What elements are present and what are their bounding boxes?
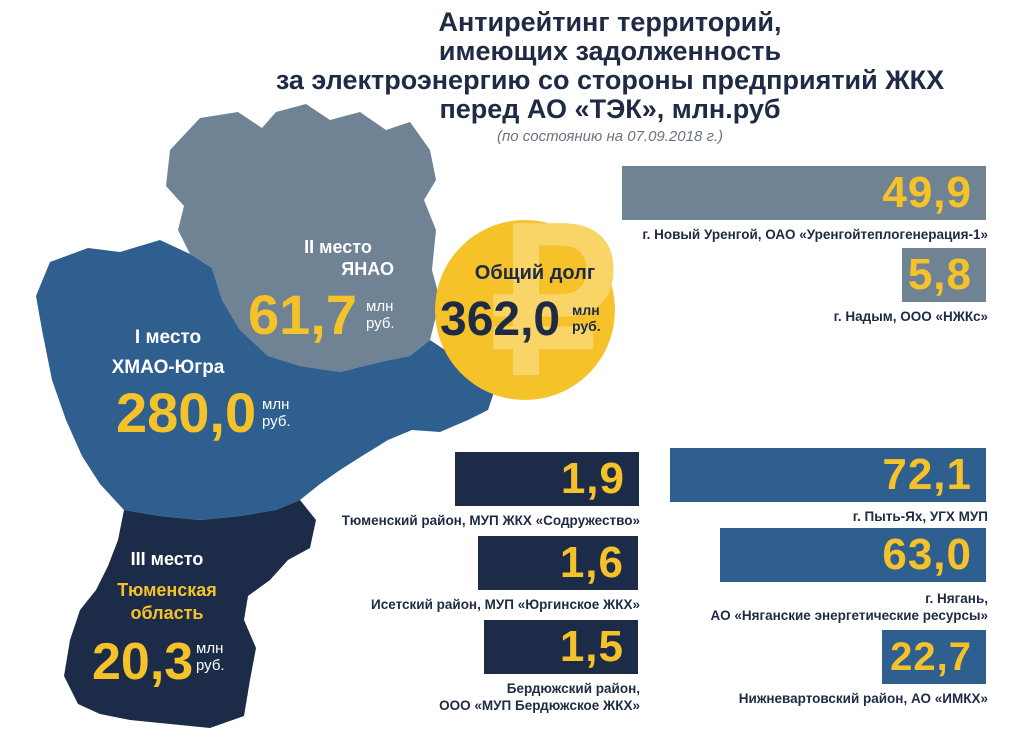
total-debt-label: Общий долг <box>474 262 596 284</box>
yanao-unit: млн руб. <box>366 298 395 332</box>
total-debt-value: 362,0 <box>440 293 561 346</box>
map-region-tyumen <box>64 500 316 728</box>
label-isetsky: Исетский район, МУП «Юргинское ЖКХ» <box>371 597 640 612</box>
chart-subtitle: (по состоянию на 07.09.2018 г.) <box>496 128 724 145</box>
tyumen-unit-1: млн <box>196 640 224 657</box>
yanao-name: ЯНАО <box>341 259 394 279</box>
bar-pyt-yakh: 72,1 <box>670 448 986 502</box>
label-berdyuzhsky: Бердюжский район, ООО «МУП Бердюжское ЖК… <box>320 680 640 714</box>
label-berdyuzhsky-1: Бердюжский район, <box>506 681 640 696</box>
tyumen-name-2: область <box>130 603 204 623</box>
ruble-icon: ₽ <box>490 192 617 415</box>
bar-berdyuzhsky: 1,5 <box>484 620 638 674</box>
hmao-unit-2: руб. <box>262 413 291 430</box>
bar-novy-urengoy: 49,9 <box>622 166 986 220</box>
yanao-value: 61,7 <box>248 283 357 346</box>
map-region-hmao <box>36 240 498 520</box>
yanao-unit-1: млн <box>366 298 394 315</box>
yanao-unit-2: руб. <box>366 315 395 332</box>
tyumen-label: III место Тюменская область <box>92 548 242 625</box>
title-line-3: за электроэнергию со стороны предприятий… <box>275 65 945 95</box>
bar-tyumen-district: 1,9 <box>455 452 639 506</box>
label-berdyuzhsky-2: ООО «МУП Бердюжское ЖКХ» <box>439 698 640 713</box>
total-debt-coin <box>435 220 615 400</box>
label-pyt-yakh: г. Пыть-Ях, УГХ МУП <box>852 509 988 524</box>
hmao-name: ХМАО-Югра <box>111 357 225 378</box>
bar-nadym: 5,8 <box>902 248 986 302</box>
yanao-place: II место <box>304 237 372 257</box>
hmao-place: I место <box>134 327 202 348</box>
label-novy-urengoy: г. Новый Уренгой, ОАО «Уренгойтеплогенер… <box>642 227 988 242</box>
bar-isetsky: 1,6 <box>478 536 638 590</box>
total-unit-2: руб. <box>572 318 601 334</box>
total-debt-unit: млн руб. <box>572 302 601 334</box>
map-region-yanao <box>166 104 440 372</box>
label-nizhnevartovsk: Нижневартовский район, АО «ИМКХ» <box>738 691 988 706</box>
hmao-unit: млн руб. <box>262 396 291 430</box>
tyumen-name-1: Тюменская <box>117 580 217 600</box>
tyumen-unit: млн руб. <box>196 640 225 674</box>
label-tyumen-district: Тюменский район, МУП ЖКХ «Содружество» <box>341 513 640 528</box>
hmao-label: I место ХМАО-Югра <box>98 326 238 380</box>
tyumen-unit-2: руб. <box>196 657 225 674</box>
bar-nizhnevartovsk: 22,7 <box>882 630 986 684</box>
total-unit-1: млн <box>572 302 600 318</box>
yanao-label: II место ЯНАО <box>268 236 408 280</box>
bar-nyagan: 63,0 <box>720 528 986 582</box>
hmao-value: 280,0 <box>116 381 257 444</box>
hmao-unit-1: млн <box>262 396 290 413</box>
tyumen-place: III место <box>130 549 204 569</box>
chart-title: Антирейтинг территорий, имеющих задолжен… <box>230 8 990 124</box>
title-line-2: имеющих задолженность <box>438 36 782 66</box>
title-line-4: перед АО «ТЭК», млн.руб <box>439 94 781 124</box>
tyumen-value: 20,3 <box>92 633 194 691</box>
label-nyagan-1: г. Нягань, <box>925 591 988 606</box>
label-nyagan-2: АО «Няганские энергетические ресурсы» <box>710 608 989 623</box>
title-line-1: Антирейтинг территорий, <box>438 7 782 37</box>
label-nadym: г. Надым, ООО «НЖКс» <box>833 309 988 324</box>
label-nyagan: г. Нягань, АО «Няганские энергетические … <box>640 590 989 624</box>
